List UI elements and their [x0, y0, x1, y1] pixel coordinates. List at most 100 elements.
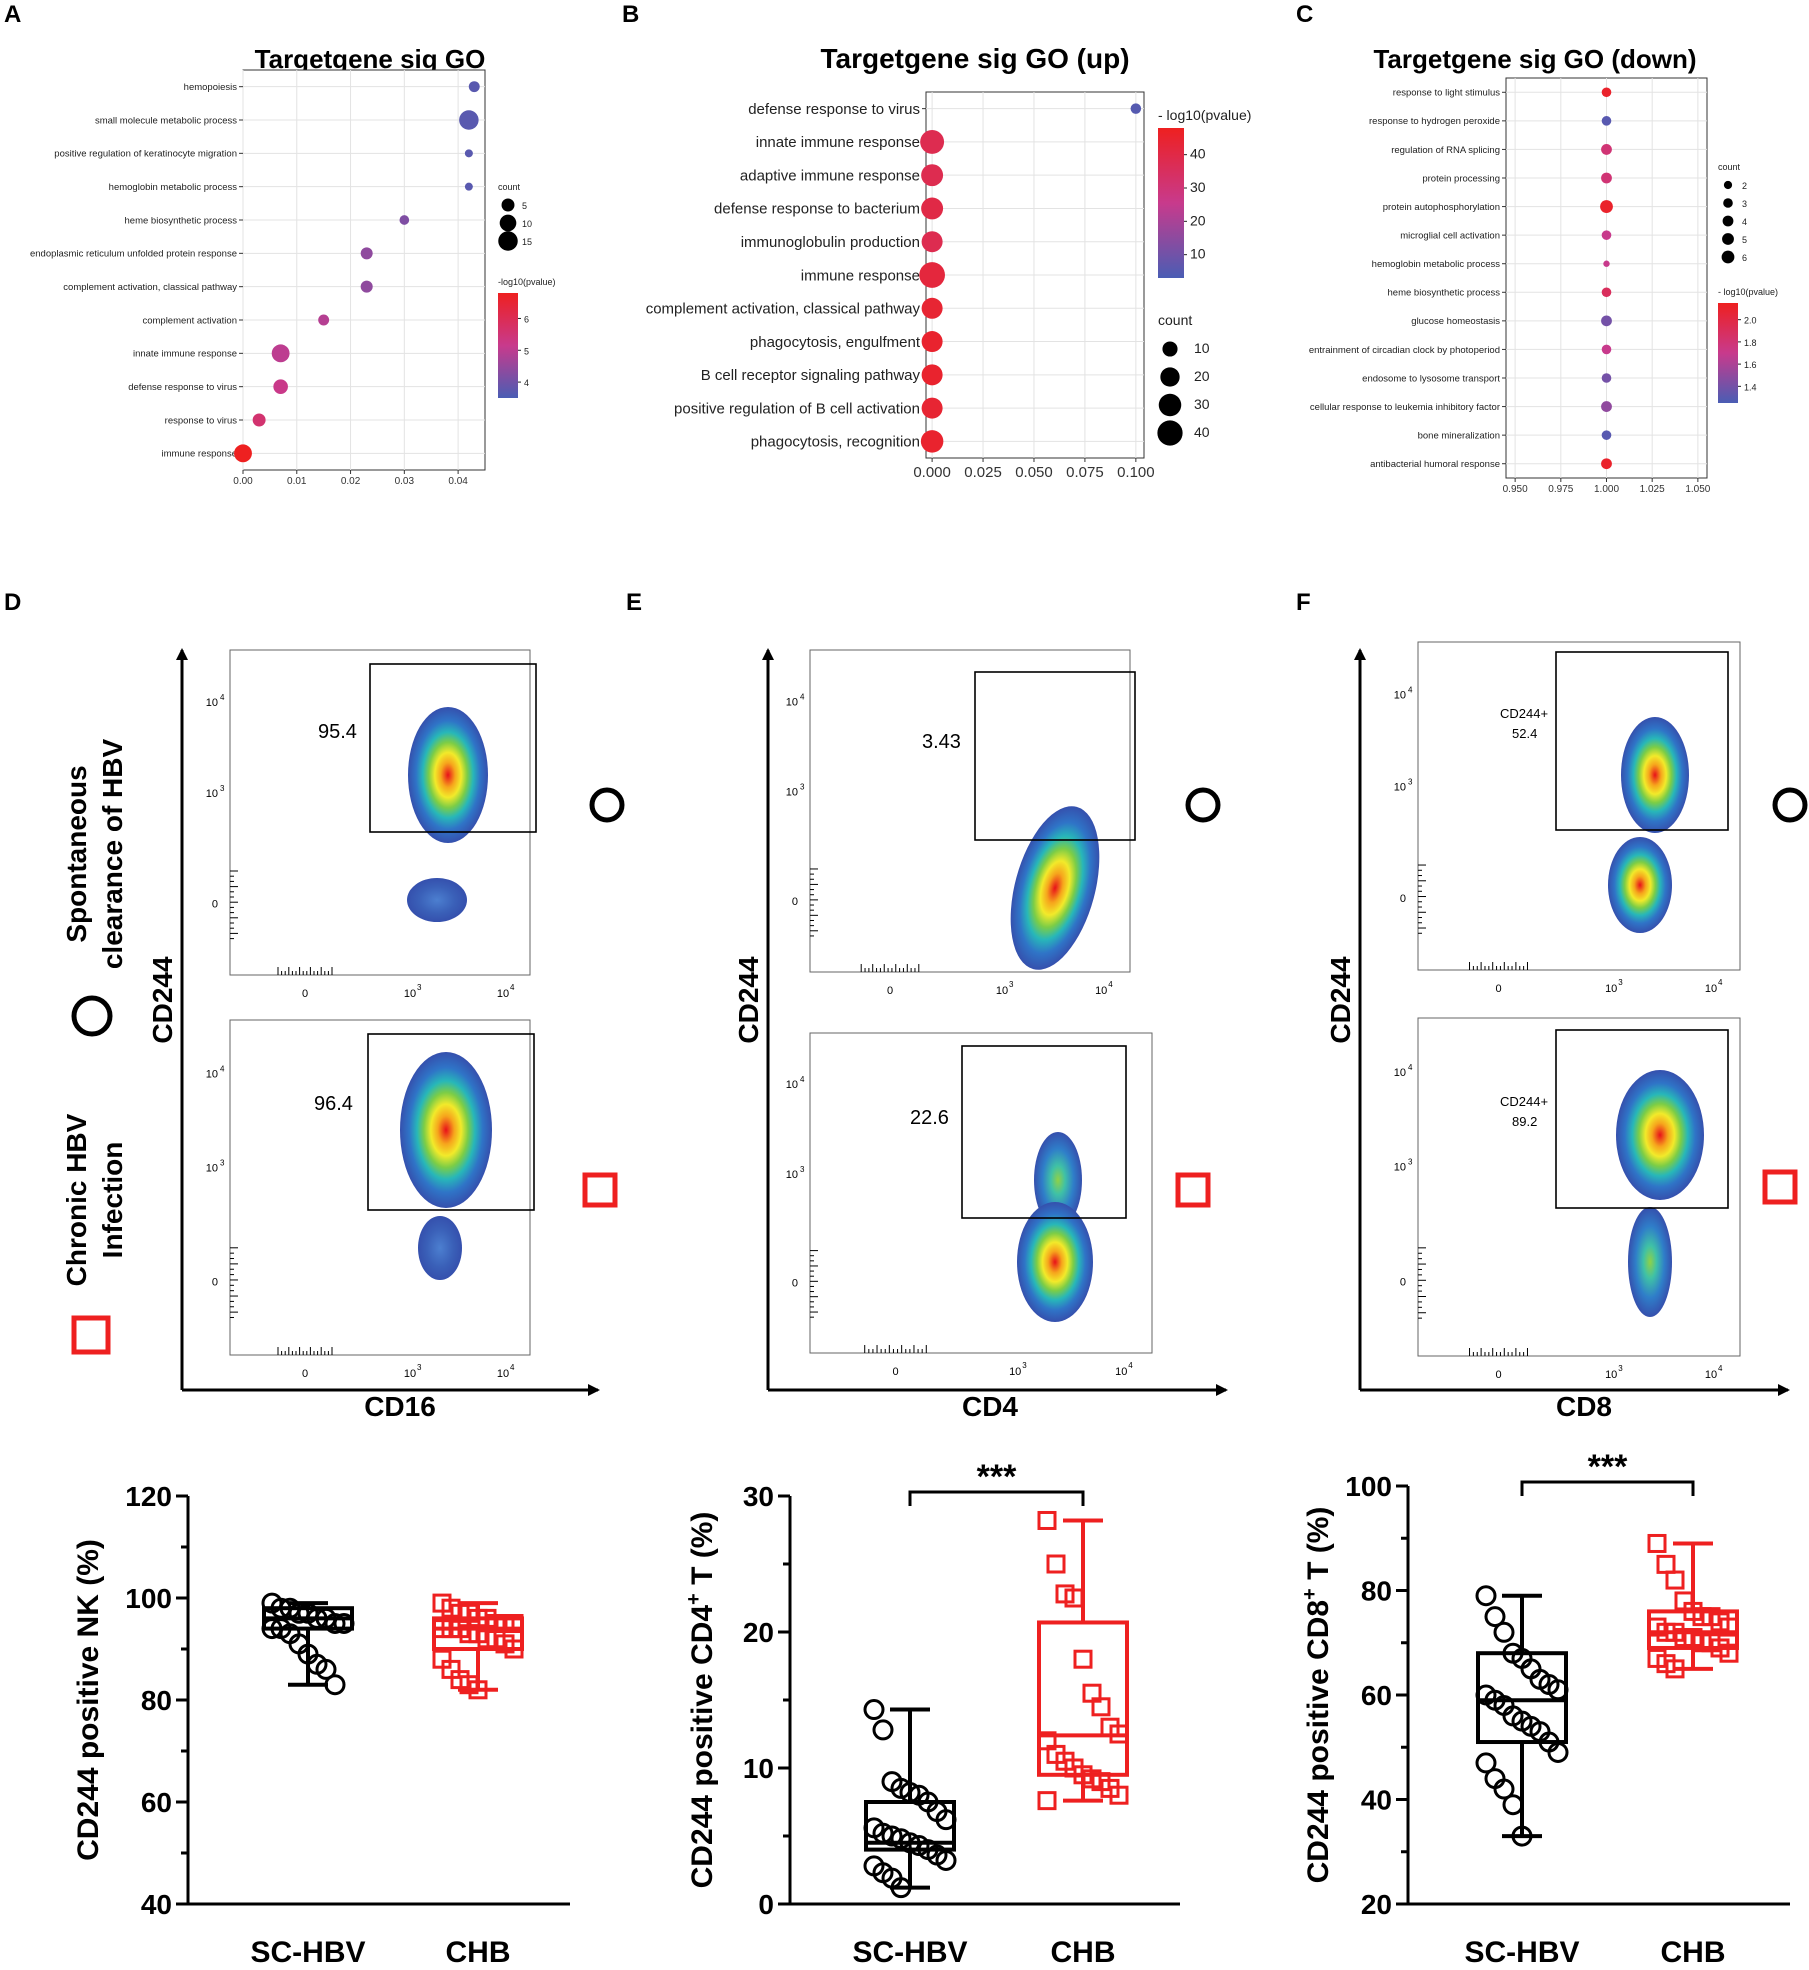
gate-box	[961, 1045, 1127, 1219]
data-point	[1037, 1791, 1057, 1811]
x-tick-exponent: 4	[1718, 978, 1723, 987]
data-point	[315, 1658, 337, 1680]
y-tick-label: 0	[212, 899, 218, 911]
go-dotplot-all: Targetgene sig GO 0.00 0.01 0.02 0.03 0.04 hem…	[30, 44, 556, 487]
y-tick-label: 0	[1400, 1277, 1406, 1289]
size-legend-dot	[1160, 367, 1180, 387]
data-point	[324, 1674, 346, 1696]
significance-stars: ***	[977, 1458, 1017, 1496]
data-point	[921, 164, 944, 187]
color-legend-label: 1.6	[1744, 360, 1757, 370]
term-label: positive regulation of keratinocyte migr…	[54, 149, 237, 160]
y-tick-exponent: 3	[220, 784, 225, 793]
data-point	[318, 314, 330, 326]
size-legend-dot	[498, 231, 518, 251]
cell-population	[400, 1052, 492, 1208]
y-axis-label: CD244	[147, 956, 178, 1044]
row-label-line2: clearance of HBV	[97, 739, 128, 970]
row-label-spontaneous: Spontaneous clearance of HBV	[61, 739, 128, 1037]
color-legend-bar	[498, 293, 518, 398]
data-point	[271, 344, 290, 363]
cell-population	[1010, 806, 1100, 970]
size-legend-label: 5	[1742, 235, 1747, 245]
boxplot-cd4: 0 10 20 30 CD244 positive CD4+ T (%) SC-HBV CH…	[683, 1458, 1180, 1969]
x-category-label: SC-HBV	[250, 1936, 365, 1969]
legend-square-icon	[71, 1315, 111, 1355]
group-marker-square-icon	[1175, 1172, 1211, 1208]
flow-plot-frame	[1417, 1017, 1741, 1357]
y-tick-label: 10	[1394, 1162, 1406, 1174]
data-point	[1601, 315, 1612, 327]
y-tick-label: 80	[141, 1685, 172, 1716]
gate-box	[1555, 651, 1729, 831]
term-label: immune response	[161, 449, 237, 460]
y-tick-label: 10	[1394, 1067, 1406, 1079]
data-point	[324, 1613, 346, 1634]
x-tick-label: 10	[1009, 1366, 1021, 1378]
data-point	[1484, 1606, 1506, 1628]
y-tick-exponent: 4	[800, 1075, 805, 1084]
cell-population	[418, 1216, 462, 1280]
x-tick-exponent: 3	[1618, 1364, 1623, 1373]
data-point	[921, 364, 943, 386]
size-legend-title: count	[498, 182, 521, 192]
x-tick-label: 0.100	[1117, 464, 1155, 481]
x-tick-label: 10	[404, 1368, 416, 1380]
cell-population	[1608, 837, 1672, 933]
term-label: complement activation, classical pathway	[63, 282, 237, 293]
x-tick-label: 0.04	[448, 476, 468, 487]
data-point	[1046, 1554, 1066, 1574]
color-legend-label: 1.4	[1744, 382, 1757, 392]
size-legend-label: 15	[522, 237, 532, 247]
y-tick-exponent: 4	[220, 1065, 225, 1074]
x-tick-exponent: 3	[1618, 978, 1623, 987]
row-label-line1: Chronic HBV	[61, 1113, 92, 1286]
data-point	[899, 1832, 921, 1854]
cell-population	[408, 707, 488, 843]
data-point	[921, 231, 943, 253]
data-point	[1475, 1585, 1497, 1607]
data-point	[899, 1781, 921, 1803]
data-point	[1547, 1679, 1569, 1701]
term-label: endoplasmic reticulum unfolded protein r…	[30, 249, 237, 260]
data-point	[1109, 1785, 1129, 1805]
data-point	[1656, 1554, 1676, 1574]
size-legend-label: 3	[1742, 199, 1747, 209]
flow-plot-frame	[229, 649, 531, 976]
data-point	[1601, 344, 1612, 355]
cell-population	[407, 878, 467, 922]
data-point	[921, 397, 943, 419]
color-legend-bar	[1158, 128, 1184, 278]
color-legend-title: -log10(pvalue)	[498, 277, 556, 287]
y-tick-exponent: 4	[800, 693, 805, 702]
data-point	[1601, 116, 1612, 126]
y-tick-label: 10	[786, 787, 798, 799]
gate-value: 96.4	[314, 1093, 353, 1115]
term-label: small molecule metabolic process	[95, 115, 237, 126]
x-tick-label: 1.025	[1640, 484, 1665, 495]
term-label: protein autophosphorylation	[1383, 202, 1500, 213]
x-tick-label: 10	[1605, 1369, 1617, 1381]
group-marker-circle-icon	[1772, 787, 1808, 823]
y-tick-label: 10	[206, 1162, 218, 1174]
term-label: defense response to bacterium	[714, 201, 920, 218]
size-legend-dot	[1158, 393, 1182, 417]
size-legend-label: 2	[1742, 181, 1747, 191]
color-legend-title: - log10(pvalue)	[1718, 287, 1778, 297]
go-dotplot-up: Targetgene sig GO (up) 0.000 0.025 0.050 0.0…	[646, 43, 1252, 481]
size-legend-dot	[499, 214, 517, 232]
y-tick-label: 10	[786, 1079, 798, 1091]
y-tick-label: 10	[206, 788, 218, 800]
boxplot-cd8: 20 40 60 80 100 CD244 positive CD8+ T (%) SC-H…	[1299, 1448, 1790, 1969]
x-axis-label: CD16	[364, 1391, 436, 1422]
chart-title: Targetgene sig GO (up)	[820, 43, 1129, 74]
term-label: innate immune response	[133, 349, 237, 360]
cell-population	[1621, 717, 1689, 833]
data-point	[1130, 103, 1142, 114]
legend-circle-icon	[71, 995, 113, 1037]
gate-box	[369, 663, 537, 833]
y-tick-label: 0	[212, 1276, 218, 1288]
term-label: complement activation	[142, 315, 237, 326]
data-point	[890, 1877, 912, 1899]
